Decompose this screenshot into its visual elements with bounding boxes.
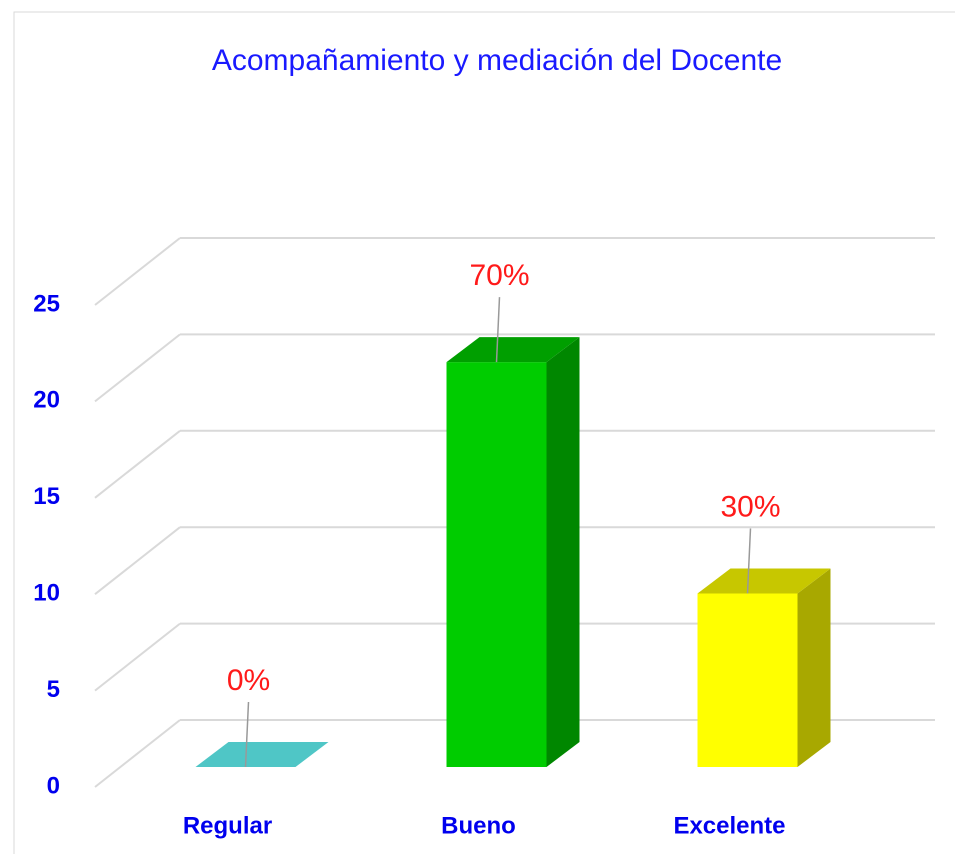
value-label: 70% <box>469 259 529 292</box>
grid-line-depth <box>94 526 181 595</box>
x-tick-label: Regular <box>183 812 272 839</box>
bar-top <box>195 742 329 767</box>
grid-line-depth <box>94 719 181 788</box>
x-tick-label: Bueno <box>441 812 516 839</box>
bar-front <box>697 593 798 767</box>
x-tick-label: Excelente <box>673 812 785 839</box>
leader-line <box>244 701 250 768</box>
bar-side <box>546 337 580 767</box>
grid-line-depth <box>94 237 181 306</box>
grid-line-depth <box>94 622 181 692</box>
chart-title: Acompañamiento y mediación del Docente <box>212 44 782 77</box>
value-label: 0% <box>227 664 270 697</box>
y-tick-label: 5 <box>47 676 60 703</box>
bar-front <box>446 362 547 767</box>
leader-line <box>746 528 752 594</box>
grid-line-depth <box>94 333 181 403</box>
y-tick-label: 0 <box>47 772 60 799</box>
bar-top <box>697 568 831 594</box>
y-tick-label: 25 <box>33 290 60 317</box>
bar-side <box>797 568 831 767</box>
leader-line <box>495 297 501 363</box>
y-tick-label: 15 <box>33 483 60 510</box>
y-tick-label: 20 <box>33 387 60 414</box>
y-tick-label: 10 <box>33 580 60 607</box>
grid-line-depth <box>94 430 181 499</box>
bar-top <box>446 337 580 363</box>
value-label: 30% <box>720 490 780 523</box>
